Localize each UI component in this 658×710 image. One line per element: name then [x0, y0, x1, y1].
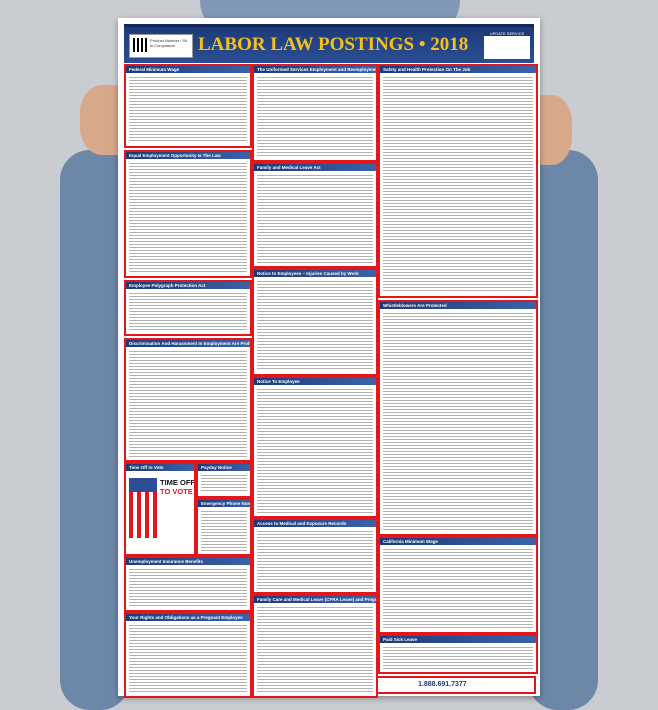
poster-footer: 1.888.691.7377 — [376, 676, 536, 694]
section-title: Notice to Employees – Injuries Caused by… — [254, 270, 376, 277]
ballot-box-flag-image — [129, 478, 157, 538]
section-fine-print — [257, 530, 373, 589]
poster-section-injuries: Notice to Employees – Injuries Caused by… — [252, 268, 378, 376]
section-title: Unemployment Insurance Benefits — [126, 558, 250, 565]
labor-law-poster: Product Number / Sit in Compliance LABOR… — [118, 18, 540, 698]
section-title: Family Care and Medical Leave (CFRA Leav… — [254, 596, 376, 603]
poster-section-discrimination: Discrimination And Harassment In Employm… — [124, 338, 252, 462]
section-fine-print — [129, 624, 247, 693]
poster-section-emergency: Emergency Phone Numbers — [196, 498, 252, 556]
section-fine-print — [129, 350, 247, 457]
poster-section-fmla: Family and Medical Leave Act — [252, 162, 378, 268]
section-title: Access to Medical and Exposure Records — [254, 520, 376, 527]
poster-section-paid-sick: Paid Sick Leave — [378, 634, 538, 674]
poster-section-polygraph: Employee Polygraph Protection Act — [124, 280, 252, 336]
section-fine-print — [383, 548, 533, 629]
poster-section-unemployment: Unemployment Insurance Benefits — [124, 556, 252, 612]
section-title: Emergency Phone Numbers — [198, 500, 250, 507]
section-fine-print — [383, 76, 533, 293]
phone-number: 1.888.691.7377 — [418, 681, 467, 688]
section-fine-print — [383, 312, 533, 531]
poster-section-eeo: Equal Employment Opportunity Is The Law — [124, 150, 252, 278]
section-title: Notice To Employee — [254, 378, 376, 385]
poster-section-ca-minimum-wage: California Minimum Wage — [378, 536, 538, 634]
section-fine-print — [257, 388, 373, 513]
poster-banner: Product Number / Sit in Compliance LABOR… — [124, 24, 534, 63]
poster-section-notice-employee: Notice To Employee — [252, 376, 378, 518]
section-title: Safety and Health Protection On The Job — [380, 66, 536, 73]
section-fine-print — [257, 174, 373, 263]
section-title: Family and Medical Leave Act — [254, 164, 376, 171]
poster-section-access-records: Access to Medical and Exposure Records — [252, 518, 378, 594]
poster-title: LABOR LAW POSTINGS • 2018 — [198, 34, 469, 55]
section-fine-print — [201, 474, 247, 493]
section-title: Your Rights and Obligations as a Pregnan… — [126, 614, 250, 621]
section-title: Payday Notice — [198, 464, 250, 471]
poster-section-pregnant: Your Rights and Obligations as a Pregnan… — [124, 612, 252, 698]
section-title: Equal Employment Opportunity Is The Law — [126, 152, 250, 159]
section-title: The Uniformed Services Employment and Re… — [254, 66, 376, 73]
section-title: Employee Polygraph Protection Act — [126, 282, 250, 289]
section-title: Whistleblowers Are Protected — [380, 302, 536, 309]
section-fine-print — [201, 510, 247, 551]
section-title: Paid Sick Leave — [380, 636, 536, 643]
section-title: Federal Minimum Wage — [126, 66, 250, 73]
section-fine-print — [129, 162, 247, 273]
section-title: Time Off to Vote — [126, 464, 194, 471]
section-fine-print — [129, 76, 247, 143]
poster-section-payday: Payday Notice — [196, 462, 252, 498]
vote-headline: TIME OFF TO VOTE — [160, 478, 195, 496]
poster-section-whistleblowers: Whistleblowers Are Protected — [378, 300, 538, 536]
update-badge: UPDATE SERVICE — [484, 31, 530, 59]
poster-section-cfra: Family Care and Medical Leave (CFRA Leav… — [252, 594, 378, 698]
qr-code: Product Number / Sit in Compliance — [129, 34, 193, 58]
poster-section-safety: Safety and Health Protection On The Job — [378, 64, 538, 298]
section-fine-print — [129, 292, 247, 331]
poster-section-federal-minimum-wage: Federal Minimum Wage — [124, 64, 252, 148]
section-title: Discrimination And Harassment In Employm… — [126, 340, 250, 347]
section-fine-print — [257, 606, 373, 693]
section-fine-print — [257, 280, 373, 371]
section-fine-print — [129, 568, 247, 607]
poster-section-userra: The Uniformed Services Employment and Re… — [252, 64, 378, 162]
section-title: California Minimum Wage — [380, 538, 536, 545]
section-fine-print — [383, 646, 533, 669]
poster-section-time-off-vote: Time Off to Vote TIME OFF TO VOTE — [124, 462, 196, 556]
section-fine-print — [257, 76, 373, 157]
